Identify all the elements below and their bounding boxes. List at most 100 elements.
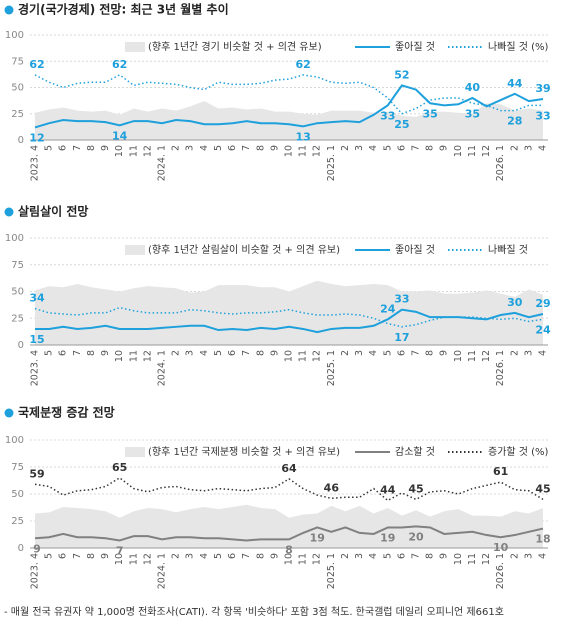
data-label: 62: [112, 58, 127, 71]
x-tick-label: 10: [114, 350, 125, 362]
x-tick-label: 5: [213, 553, 224, 559]
y-tick-label: 75: [11, 462, 24, 473]
x-tick-label: 8: [255, 553, 266, 559]
x-tick-label: 2025. 1: [326, 553, 337, 589]
title-bullet: [4, 408, 14, 418]
legend-label: 나빠질 것: [488, 244, 528, 256]
x-tick-label: 9: [269, 350, 280, 356]
x-tick-label: 9: [100, 553, 111, 559]
x-tick-label: 4: [368, 553, 379, 559]
x-tick-label: 5: [213, 145, 224, 151]
data-label: 34: [29, 292, 45, 305]
data-label: 35: [422, 107, 437, 120]
data-label: 39: [535, 82, 550, 95]
legend-label: (향후 1년간 살림살이 비슷할 것 + 의견 유보): [148, 244, 340, 256]
x-tick-label: 3: [185, 350, 196, 356]
x-tick-label: 5: [44, 145, 55, 151]
x-tick-label: 8: [86, 350, 97, 356]
x-tick-label: 6: [227, 145, 238, 151]
x-tick-label: 5: [382, 145, 393, 151]
x-tick-label: 9: [269, 553, 280, 559]
data-label: 59: [29, 467, 44, 480]
x-tick-label: 9: [100, 350, 111, 356]
x-tick-label: 5: [213, 350, 224, 356]
x-tick-label: 2: [171, 350, 182, 356]
x-tick-label: 10: [284, 553, 295, 565]
x-tick-label: 10: [114, 553, 125, 565]
x-tick-label: 4: [199, 145, 210, 151]
legend-label: (향후 1년간 국제분쟁 비슷할 것 + 의견 유보): [148, 446, 340, 458]
data-label: 17: [394, 331, 409, 344]
data-label: 24: [380, 302, 396, 315]
data-label: 33: [380, 109, 395, 122]
data-label: 35: [465, 107, 480, 120]
x-tick-label: 7: [241, 145, 252, 151]
x-tick-label: 3: [354, 553, 365, 559]
data-label: 29: [535, 297, 550, 310]
chart-title: 살림살이 전망: [18, 204, 88, 219]
data-label: 64: [281, 462, 297, 475]
y-tick-label: 75: [11, 260, 24, 271]
x-tick-label: 2024. 1: [157, 553, 168, 589]
x-tick-label: 11: [467, 145, 478, 157]
x-tick-label: 7: [72, 553, 83, 559]
x-tick-label: 2: [509, 145, 520, 151]
legend-label: 증가할 것 (%): [488, 446, 549, 458]
x-tick-label: 12: [481, 553, 492, 565]
legend-label: 좋아질 것: [395, 41, 435, 53]
area: [35, 101, 543, 140]
x-tick-label: 2: [340, 553, 351, 559]
x-tick-label: 7: [72, 350, 83, 356]
legend-label: 감소할 것: [395, 446, 435, 458]
x-tick-label: 6: [227, 553, 238, 559]
x-tick-label: 2026. 1: [495, 145, 506, 181]
x-tick-label: 12: [481, 350, 492, 362]
data-label: 52: [394, 68, 409, 81]
y-tick-label: 100: [5, 435, 24, 446]
x-tick-label: 12: [142, 350, 153, 362]
x-tick-label: 6: [58, 145, 69, 151]
x-tick-label: 6: [396, 350, 407, 356]
data-label: 9: [33, 542, 41, 555]
y-tick-label: 25: [11, 313, 24, 324]
x-tick-label: 12: [142, 553, 153, 565]
data-label: 62: [29, 58, 44, 71]
x-tick-label: 2: [171, 553, 182, 559]
x-tick-label: 2026. 1: [495, 350, 506, 386]
x-tick-label: 7: [411, 553, 422, 559]
y-tick-label: 25: [11, 109, 24, 120]
footnote: - 매월 전국 유권자 약 1,000명 전화조사(CATI). 각 항목 '비…: [4, 605, 504, 618]
x-tick-label: 3: [185, 145, 196, 151]
data-label: 30: [507, 296, 523, 309]
legend-label: 좋아질 것: [395, 244, 435, 256]
x-tick-label: 4: [199, 553, 210, 559]
x-tick-label: 11: [128, 145, 139, 157]
title-bullet: [4, 5, 14, 15]
data-label: 44: [507, 77, 523, 90]
x-tick-label: 3: [523, 350, 534, 356]
x-tick-label: 12: [481, 145, 492, 157]
x-tick-label: 2024. 1: [157, 350, 168, 386]
x-tick-label: 6: [396, 145, 407, 151]
y-tick-label: 25: [11, 516, 24, 527]
x-tick-label: 6: [396, 553, 407, 559]
title-bullet: [4, 207, 14, 217]
x-tick-label: 2: [340, 145, 351, 151]
x-tick-label: 2025. 1: [326, 350, 337, 386]
y-tick-label: 75: [11, 56, 24, 67]
x-tick-label: 6: [58, 553, 69, 559]
x-tick-label: 2: [171, 145, 182, 151]
data-label: 24: [535, 323, 551, 336]
x-tick-label: 3: [185, 553, 196, 559]
x-tick-label: 9: [439, 553, 450, 559]
y-tick-label: 100: [5, 233, 24, 244]
series-line: [34, 525, 544, 542]
x-tick-label: 4: [538, 553, 549, 559]
x-tick-label: 2: [509, 553, 520, 559]
x-tick-label: 2023. 4: [30, 350, 41, 386]
data-label: 13: [295, 130, 310, 143]
x-tick-label: 10: [453, 553, 464, 565]
data-label: 45: [535, 482, 550, 495]
x-tick-label: 10: [453, 350, 464, 362]
